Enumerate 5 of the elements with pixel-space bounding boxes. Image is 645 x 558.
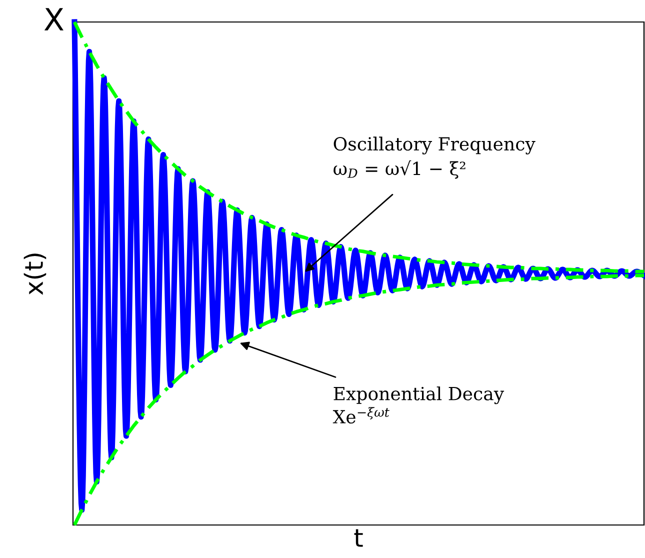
x-axis-title: t — [354, 529, 363, 547]
annotation: Exponential Decay Xe$^{−ξωt}$ — [332, 386, 504, 424]
y-axis-title: x(t) — [24, 254, 46, 295]
annotation: Oscillatory Frequency ω$_{D}$ = ω√1 − ξ² — [334, 136, 536, 179]
text: X — [44, 8, 64, 30]
